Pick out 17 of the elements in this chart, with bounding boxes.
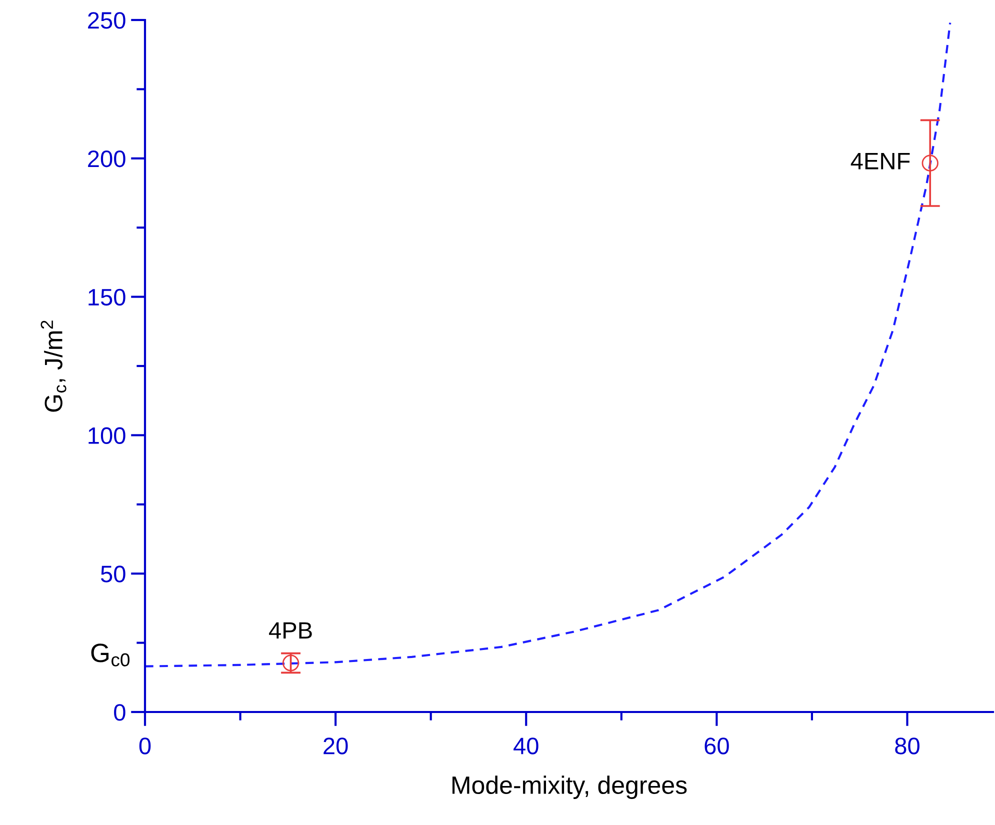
x-tick-label: 0 [139, 738, 151, 754]
annotation: 4ENF [850, 152, 910, 170]
y-tick-label: 100 [88, 427, 126, 444]
x-axis-title: Mode-mixity, degrees [452, 776, 687, 799]
y-tick-label: 200 [88, 150, 126, 168]
x-tick-label: 40 [514, 738, 538, 754]
y-tick-label: 150 [88, 288, 126, 306]
y-tick-label: 250 [88, 12, 126, 29]
x-tick-label: 60 [704, 738, 729, 754]
annotation: G$_{c0}$ [91, 644, 130, 666]
line-series [145, 22, 952, 668]
annotation: 4PB [269, 622, 312, 639]
x-tick-label: 20 [324, 738, 348, 754]
y-tick-label: 0 [114, 704, 126, 721]
y-axis-title: G$_{c}$, J/m$^{2}$ [40, 320, 66, 412]
x-tick-label: 80 [895, 738, 920, 754]
y-tick-label: 50 [100, 566, 126, 582]
